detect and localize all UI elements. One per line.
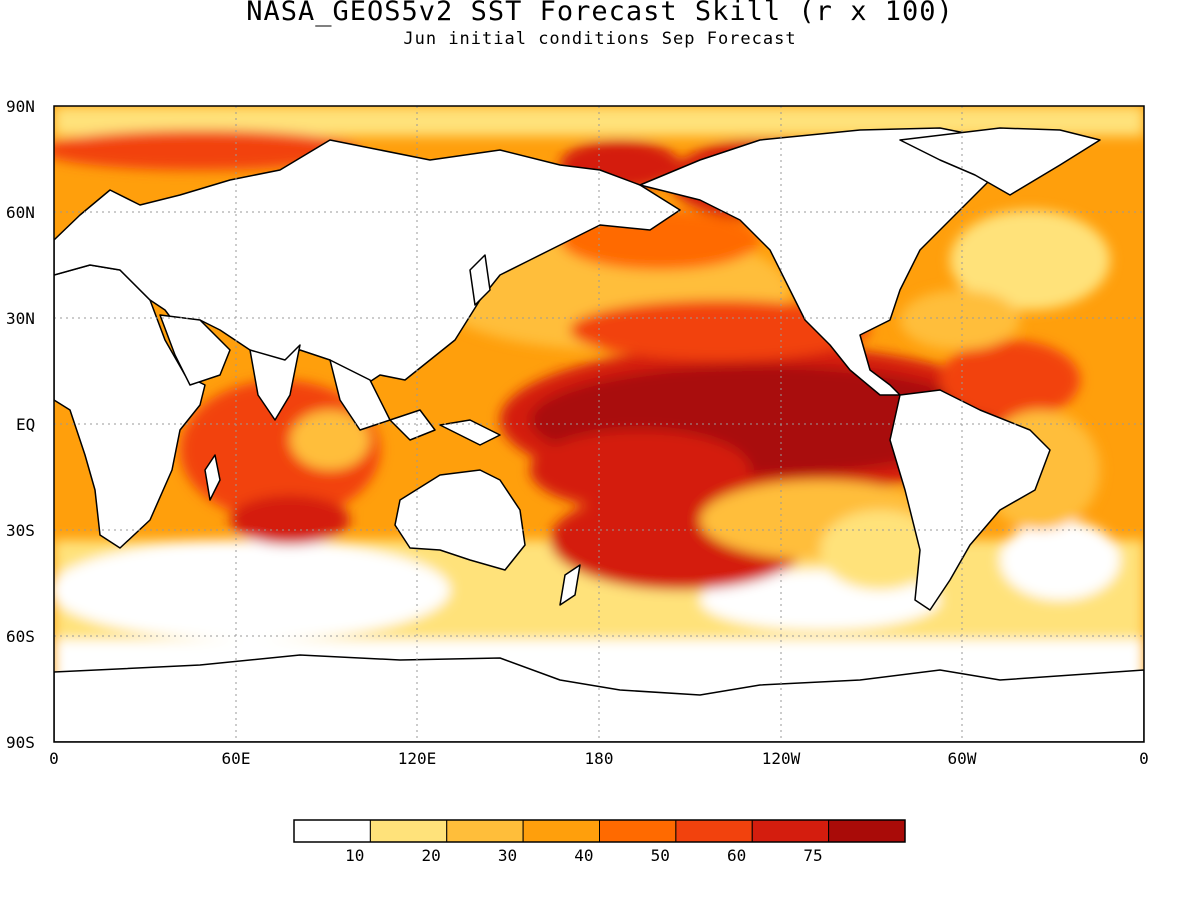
- x-tick-label: 120E: [398, 749, 437, 768]
- colorbar-swatch: [751, 819, 830, 843]
- x-axis: 0 60E 120E 180 120W 60W 0: [49, 749, 1149, 768]
- y-tick-label: 90N: [6, 97, 35, 116]
- colorbar-swatch: [369, 819, 448, 843]
- skill-field: [54, 106, 1144, 742]
- x-tick-label: 0: [1139, 749, 1149, 768]
- colorbar-label: 60: [727, 846, 746, 865]
- colorbar-label: 10: [345, 846, 364, 865]
- colorbar-frame: [293, 819, 906, 843]
- y-tick-label: 60N: [6, 203, 35, 222]
- graticule: [54, 106, 1144, 742]
- colorbar-swatch: [599, 819, 677, 843]
- x-tick-label: 0: [49, 749, 59, 768]
- colorbar: 10 20 30 40 50 60 75: [293, 819, 906, 865]
- y-tick-label: 60S: [6, 627, 35, 646]
- colorbar-swatch: [522, 819, 600, 843]
- x-tick-label: 60W: [948, 749, 977, 768]
- colorbar-label: 30: [498, 846, 517, 865]
- colorbar-swatch: [675, 819, 753, 843]
- map-frame: [53, 105, 1145, 743]
- land: [54, 127, 1144, 742]
- y-tick-label: 30S: [6, 521, 35, 540]
- x-tick-label: 180: [585, 749, 614, 768]
- colorbar-swatch: [293, 819, 371, 843]
- map-title: NASA_GEOS5v2 SST Forecast Skill (r x 100…: [246, 0, 954, 27]
- colorbar-label: 20: [421, 846, 440, 865]
- colorbar-label: 50: [651, 846, 670, 865]
- x-tick-label: 60E: [222, 749, 251, 768]
- y-tick-label: 90S: [6, 733, 35, 752]
- x-tick-label: 120W: [762, 749, 801, 768]
- colorbar-swatch: [446, 819, 524, 843]
- colorbar-label: 75: [803, 846, 822, 865]
- colorbar-swatch: [828, 819, 906, 843]
- y-tick-label: 30N: [6, 309, 35, 328]
- y-tick-label: EQ: [16, 415, 35, 434]
- map-subtitle: Jun initial conditions Sep Forecast: [403, 29, 797, 49]
- y-axis: 90N 60N 30N EQ 30S 60S 90S: [6, 97, 35, 752]
- colorbar-label: 40: [574, 846, 593, 865]
